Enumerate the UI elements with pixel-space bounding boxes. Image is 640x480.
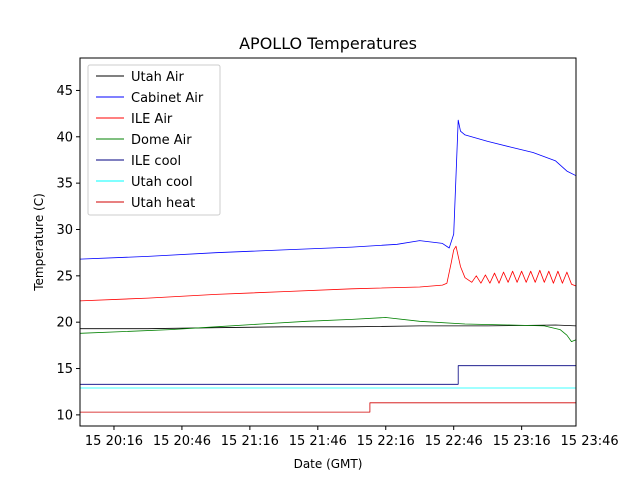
x-tick-label: 15 22:16	[357, 434, 415, 449]
legend: Utah Air Cabinet Air ILE Air Dome Air ILE co…	[87, 64, 221, 216]
legend-entry: Cabinet Air	[131, 91, 204, 106]
series-line-dome-air	[79, 317, 577, 343]
y-tick-label: 20	[56, 316, 73, 331]
x-axis: 15 20:16 15 20:46 15 21:16 15 21:46 15 22:16…	[85, 426, 619, 449]
y-tick-label: 25	[56, 269, 73, 284]
x-tick-label: 15 21:46	[289, 434, 347, 449]
legend-entry: Utah cool	[131, 175, 193, 190]
series-layer	[79, 119, 577, 413]
x-tick-label: 15 20:16	[85, 434, 143, 449]
y-tick-label: 45	[56, 84, 73, 99]
legend-entry: ILE Air	[131, 112, 173, 127]
chart-title: APOLLO Temperatures	[239, 34, 417, 53]
legend-entry: Utah heat	[131, 196, 195, 211]
x-tick-label: 15 23:16	[493, 434, 551, 449]
x-tick-label: 15 21:16	[221, 434, 279, 449]
plot-frame	[79, 57, 577, 427]
y-tick-label: 15	[56, 362, 73, 377]
legend-entry: ILE cool	[131, 154, 181, 169]
y-tick-label: 30	[56, 223, 73, 238]
y-tick-label: 40	[56, 130, 73, 145]
y-axis: 10 15 20 25 30 35 40 45	[56, 84, 80, 423]
series-line-utah-heat	[80, 402, 576, 413]
y-tick-label: 35	[56, 177, 73, 192]
series-line-ile-cool	[80, 365, 576, 385]
x-tick-label: 15 20:46	[153, 434, 211, 449]
x-tick-label: 15 22:46	[425, 434, 483, 449]
legend-frame	[87, 64, 221, 216]
series-line-cabinet-air	[79, 119, 577, 260]
y-tick-label: 10	[56, 408, 73, 423]
x-tick-label: 15 23:46	[561, 434, 619, 449]
legend-entry: Utah Air	[131, 70, 184, 85]
legend-entry: Dome Air	[131, 133, 192, 148]
x-axis-label: Date (GMT)	[294, 457, 363, 471]
series-line-ile-air	[79, 245, 577, 302]
y-axis-label: Temperature (C)	[32, 193, 46, 292]
